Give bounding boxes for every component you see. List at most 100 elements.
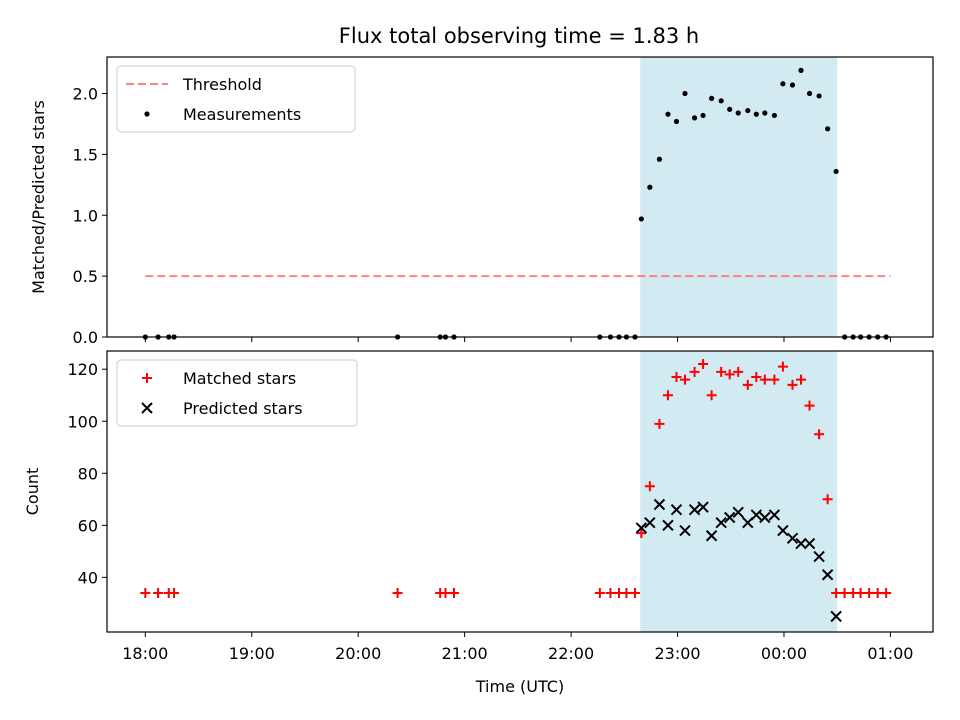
measurement-point: [753, 111, 759, 117]
measurement-point: [735, 110, 741, 116]
matched-point: [724, 369, 735, 380]
matched-point: [742, 379, 753, 390]
measurement-point: [656, 156, 663, 162]
predicted-point: [750, 509, 763, 521]
matched-point: [636, 528, 647, 539]
measurement-point: [798, 67, 804, 73]
matched-point: [594, 587, 605, 598]
bottom-highlight-span: [640, 351, 838, 632]
top-legend: [116, 65, 356, 133]
matched-point: [689, 366, 700, 377]
measurement-point: [771, 112, 777, 119]
measurement-point: [708, 95, 715, 101]
bottom-legend: [116, 359, 358, 427]
matched-point: [662, 390, 673, 401]
matched-point: [644, 481, 655, 492]
measurement-point: [665, 111, 671, 117]
xtick-label: 00:00: [761, 644, 807, 663]
matched-point: [716, 366, 727, 377]
matched-point: [605, 587, 616, 598]
matched-point: [839, 587, 850, 598]
bottom-ytick-label: 120: [67, 360, 98, 379]
measurement-point: [780, 81, 786, 87]
predicted-point: [635, 522, 648, 534]
matched-point: [769, 374, 780, 385]
top-highlight-span: [640, 57, 838, 337]
bottom-ytick-label: 100: [67, 412, 98, 431]
bottom-ytick-label: 40: [78, 568, 98, 587]
top-axes-frame: [106, 56, 934, 338]
predicted-point: [688, 504, 701, 516]
predicted-point: [786, 532, 799, 545]
predicted-point: [830, 610, 842, 623]
matched-point: [855, 587, 866, 598]
predicted-point: [813, 550, 825, 563]
x-axis-label: Time (UTC): [475, 677, 564, 696]
legend-matched-swatch: [142, 373, 152, 383]
matched-point: [706, 390, 717, 401]
matched-point: [169, 587, 180, 598]
predicted-point: [821, 569, 834, 581]
top-ytick-label: 1.0: [73, 206, 98, 225]
matched-point: [449, 587, 460, 598]
predicted-point: [644, 517, 656, 529]
measurement-point: [647, 184, 653, 190]
predicted-point: [759, 511, 771, 524]
matched-point: [621, 587, 632, 598]
measurement-point: [638, 216, 644, 222]
legend-label: Threshold: [182, 75, 262, 94]
bottom-ylabel: Count: [23, 468, 42, 516]
measurement-point: [833, 168, 839, 175]
measurement-point: [682, 90, 688, 97]
measurement-point: [718, 98, 724, 104]
xtick-label: 23:00: [654, 644, 700, 663]
matched-point: [814, 429, 825, 440]
matched-point: [751, 372, 762, 383]
predicted-point: [662, 519, 674, 532]
measurement-point: [762, 110, 768, 116]
matched-point: [881, 587, 892, 598]
top-ytick-label: 0.5: [73, 267, 98, 286]
measurement-point: [789, 82, 796, 88]
predicted-point: [697, 501, 709, 513]
top-ytick-label: 2.0: [73, 85, 98, 104]
predicted-point: [715, 517, 727, 529]
measurement-point: [816, 93, 822, 99]
matched-point: [440, 587, 451, 598]
predicted-point: [803, 537, 816, 550]
measurement-point: [727, 106, 733, 112]
bottom-series-1: [635, 498, 842, 623]
predicted-point: [670, 504, 683, 516]
predicted-point: [768, 509, 781, 521]
top-series-0: [142, 67, 889, 340]
top-ylabel: Matched/Predicted stars: [29, 100, 48, 294]
legend-label: Measurements: [183, 105, 301, 124]
xtick-label: 20:00: [335, 644, 381, 663]
measurement-point: [745, 107, 751, 114]
predicted-point: [732, 506, 744, 519]
matched-point: [864, 587, 875, 598]
matched-point: [733, 366, 744, 377]
matched-point: [759, 374, 770, 385]
predicted-point: [795, 537, 807, 550]
bottom-series-0: [140, 359, 892, 598]
bottom-axes-frame: [106, 350, 934, 633]
matched-point: [787, 379, 798, 390]
top-ytick-label: 0.0: [73, 328, 98, 347]
matched-point: [872, 587, 883, 598]
predicted-point: [777, 524, 789, 537]
matched-point: [629, 587, 640, 598]
predicted-point: [705, 530, 718, 542]
top-panel: 0.0 0.5 1.0 1.5 2.0 Matched/Predicted stars Th…: [29, 56, 934, 347]
xtick-label: 01:00: [867, 644, 913, 663]
bottom-ytick-label: 80: [78, 464, 98, 483]
matched-point: [796, 374, 807, 385]
measurement-point: [700, 112, 706, 119]
measurement-point: [825, 126, 831, 132]
measurement-point: [806, 90, 813, 97]
matched-point: [671, 372, 682, 383]
xtick-label: 19:00: [229, 644, 275, 663]
matched-point: [679, 374, 690, 385]
chart-title: Flux total observing time = 1.83 h: [339, 24, 699, 48]
